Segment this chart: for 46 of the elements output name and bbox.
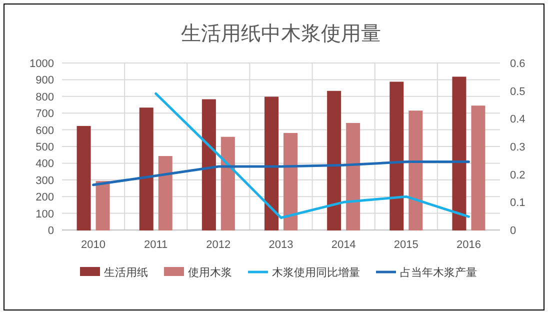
line-series bbox=[92, 160, 470, 186]
line-series bbox=[154, 92, 470, 220]
bar bbox=[96, 181, 110, 230]
y2-tick-label: 0.2 bbox=[510, 169, 526, 182]
bar bbox=[284, 132, 298, 230]
y-tick-label: 800 bbox=[36, 91, 54, 104]
y-tick-label: 500 bbox=[36, 142, 54, 154]
bar bbox=[139, 108, 154, 230]
legend-label: 木浆使用同比增量 bbox=[272, 266, 360, 279]
bar bbox=[327, 90, 342, 230]
y-tick-label: 100 bbox=[36, 208, 54, 220]
x-tick-label: 2016 bbox=[456, 239, 481, 251]
bar bbox=[158, 156, 172, 230]
bar bbox=[408, 110, 423, 230]
legend-label: 使用木浆 bbox=[188, 266, 232, 279]
bar bbox=[452, 76, 466, 230]
x-tick-label: 2010 bbox=[81, 239, 106, 251]
y-tick-label: 700 bbox=[36, 108, 54, 120]
bar bbox=[264, 96, 278, 230]
x-tick-label: 2015 bbox=[394, 239, 418, 251]
legend-label: 占当年木浆产量 bbox=[400, 266, 477, 279]
y-tick-label: 900 bbox=[36, 74, 54, 87]
y2-tick-label: 0.5 bbox=[510, 86, 526, 98]
y2-tick-label: 0.4 bbox=[510, 114, 526, 126]
x-tick-label: 2012 bbox=[206, 239, 231, 251]
y2-tick-label: 0 bbox=[510, 225, 516, 237]
bar bbox=[390, 82, 404, 230]
x-tick-label: 2014 bbox=[331, 239, 356, 251]
y-tick-label: 600 bbox=[36, 124, 54, 137]
bar bbox=[220, 136, 235, 230]
y-tick-label: 1000 bbox=[30, 58, 54, 70]
bar bbox=[346, 122, 360, 230]
x-tick-label: 2011 bbox=[144, 239, 168, 251]
y-tick-label: 300 bbox=[36, 174, 54, 187]
y2-tick-label: 0.6 bbox=[510, 58, 526, 70]
y-tick-label: 0 bbox=[48, 225, 54, 237]
x-tick-label: 2013 bbox=[268, 239, 294, 251]
bar bbox=[202, 99, 216, 230]
y2-tick-label: 0.3 bbox=[510, 142, 526, 154]
legend-label: 生活用纸 bbox=[104, 266, 148, 279]
y2-tick-label: 0.1 bbox=[510, 197, 526, 210]
y-tick-label: 200 bbox=[36, 192, 54, 204]
bar bbox=[471, 106, 486, 230]
y-tick-label: 400 bbox=[36, 158, 54, 170]
bar bbox=[76, 126, 91, 230]
chart-title: 生活用纸中木浆使用量 bbox=[181, 23, 381, 45]
